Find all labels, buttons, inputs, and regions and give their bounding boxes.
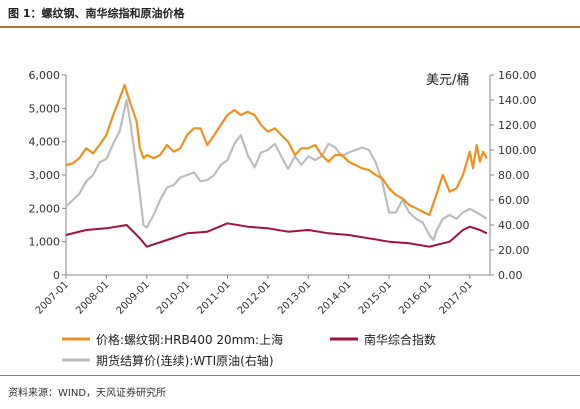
x-axis-tick-label: 2013-01 xyxy=(276,279,313,316)
right-axis-tick-label: 100.00 xyxy=(498,144,537,157)
right-axis-tick-label: 160.00 xyxy=(498,69,537,82)
right-axis-tick-label: 0.00 xyxy=(498,269,523,282)
x-axis-tick-label: 2016-01 xyxy=(397,279,434,316)
right-axis-tick-label: 40.00 xyxy=(498,219,530,232)
left-y-axis: 0 1,000 2,000 3,000 4,000 5,000 6,000 xyxy=(29,69,67,282)
x-axis-tick-label: 2012-01 xyxy=(236,279,273,316)
x-axis-tick-label: 2008-01 xyxy=(74,279,111,316)
right-axis-tick-label: 60.00 xyxy=(498,194,530,207)
right-axis-tick-label: 20.00 xyxy=(498,244,530,257)
right-axis-tick-label: 140.00 xyxy=(498,94,537,107)
x-axis-tick-label: 2011-01 xyxy=(195,279,232,316)
series-line-steel-price xyxy=(65,83,488,217)
x-axis-tick-label: 2014-01 xyxy=(316,279,353,316)
left-axis-tick-label: 1,000 xyxy=(29,236,61,249)
left-axis-tick-label: 5,000 xyxy=(29,102,61,115)
right-axis-tick-label: 120.00 xyxy=(498,119,537,132)
x-axis-tick-label: 2015-01 xyxy=(357,279,394,316)
footer-rule xyxy=(0,375,580,376)
legend-label-nanhua: 南华综合指数 xyxy=(364,332,436,347)
left-axis-tick-label: 0 xyxy=(53,269,60,282)
x-axis-tick-label: 2007-01 xyxy=(34,279,71,316)
title-rule xyxy=(0,26,580,28)
source-note: 资料来源：WIND，天风证券研究所 xyxy=(8,388,167,399)
series-line-wti-crude xyxy=(65,98,488,242)
x-axis: 2007-01 2008-01 2009-01 2010-01 2011-01 2012-… xyxy=(34,274,490,317)
left-axis-tick-label: 6,000 xyxy=(29,69,61,82)
series-lines xyxy=(65,83,488,248)
legend-label-wti: 期货结算价(连续):WTI原油(右轴) xyxy=(96,353,274,368)
chart-title: 图 1：螺纹钢、南华综指和原油价格 xyxy=(8,7,185,20)
right-y-axis: 0.00 20.00 40.00 60.00 80.00 100.00 120.00 140.… xyxy=(489,69,537,282)
right-axis-unit-label: 美元/桶 xyxy=(426,73,469,88)
series-line-nanhua-index xyxy=(65,222,488,248)
left-axis-tick-label: 3,000 xyxy=(29,169,61,182)
left-axis-tick-label: 4,000 xyxy=(29,136,61,149)
legend-label-steel: 价格:螺纹钢:HRB400 20mm:上海 xyxy=(96,332,283,347)
x-axis-tick-label: 2009-01 xyxy=(115,279,152,316)
right-axis-tick-label: 80.00 xyxy=(498,169,530,182)
x-axis-tick-label: 2017-01 xyxy=(438,279,475,316)
x-axis-tick-label: 2010-01 xyxy=(155,279,192,316)
left-axis-tick-label: 2,000 xyxy=(29,202,61,215)
legend: 价格:螺纹钢:HRB400 20mm:上海 南华综合指数 期货结算价(连续):W… xyxy=(62,332,436,368)
